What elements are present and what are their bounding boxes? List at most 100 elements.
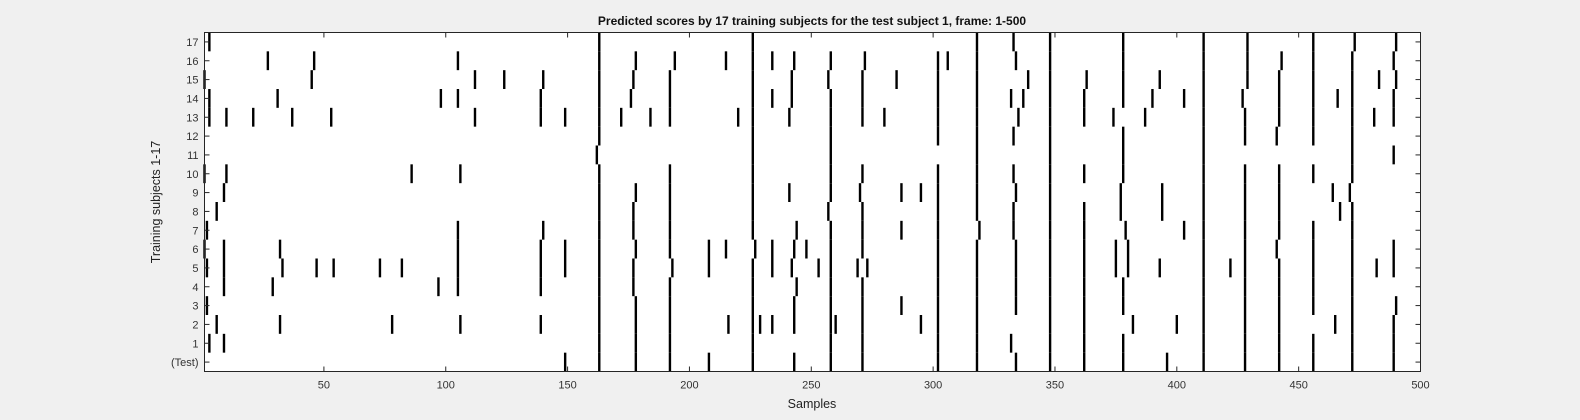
heatmap-cell [790,258,793,278]
heatmap-cell [456,220,460,240]
heatmap-cell [751,183,754,202]
heatmap-cell [1392,145,1395,165]
x-tick-label: 50 [318,380,330,392]
heatmap-cell [1277,183,1281,202]
heatmap-cell [1014,51,1018,71]
heatmap-cell [805,239,808,259]
heatmap-cell [1312,277,1315,297]
heatmap-cell [598,107,601,127]
y-tick-label: 9 [192,188,198,200]
heatmap-cell [629,89,633,108]
heatmap-cell [975,296,979,315]
heatmap-cell [1202,277,1205,297]
heatmap-cell [539,239,542,259]
heatmap-cell [459,164,462,184]
y-tick-label: 4 [192,282,198,294]
heatmap-cell [1243,333,1247,353]
heatmap-cell [1351,258,1354,278]
heatmap-cell [1351,107,1354,127]
heatmap-cell [456,89,460,108]
heatmap-cell [215,202,218,221]
heatmap-cell [668,277,672,297]
heatmap-cell [829,126,832,146]
heatmap-cell [668,333,672,353]
y-tick-label: 6 [192,244,198,256]
heatmap-cell [1351,126,1354,146]
heatmap-cell [1014,296,1018,315]
heatmap-cell [1275,239,1278,259]
heatmap-cell [225,164,228,184]
heatmap-cell [861,202,864,221]
x-tick-label: 500 [1411,380,1429,392]
heatmap-cell [1083,202,1086,221]
heatmap-cell [856,258,859,278]
heatmap-cell [793,51,796,71]
heatmap-cell [900,183,903,202]
heatmap-cell [829,258,832,278]
heatmap-cell [1394,296,1398,315]
heatmap-cell [632,220,635,240]
heatmap-cell [1048,89,1052,108]
heatmap-cell [1202,164,1205,184]
heatmap-cell [222,239,226,259]
heatmap-cell [1083,258,1086,278]
heatmap-cell [1312,89,1315,108]
heatmap-cell [330,107,333,127]
heatmap-cell [1119,183,1122,202]
heatmap-cell [1083,333,1086,353]
heatmap-cell [459,315,462,334]
heatmap-cell [829,352,832,372]
heatmap-cell [1083,277,1086,297]
heatmap-cell [861,70,864,89]
heatmap-cell [861,277,864,297]
heatmap-cell [751,70,754,89]
heatmap-cell [936,126,940,146]
heatmap-cell [1392,89,1395,108]
heatmap-cell [315,258,318,278]
x-tick-label: 200 [680,380,698,392]
heatmap-cell [312,51,316,71]
heatmap-cell [975,258,979,278]
heatmap-cell [668,296,672,315]
heatmap-cell [1048,239,1052,259]
y-tick-label: 13 [186,112,198,124]
heatmap-cell [1182,89,1186,108]
heatmap-cell [1114,239,1118,259]
heatmap-cell [1351,202,1354,221]
heatmap-cell [1009,89,1013,108]
heatmap-cell [503,70,506,89]
heatmap-cell [281,258,284,278]
heatmap-cell [829,164,832,184]
heatmap-cell [1277,89,1281,108]
heatmap-cell [1277,258,1281,278]
heatmap-cell [1243,164,1247,184]
heatmap-cell [936,89,940,108]
heatmap-cell [1351,333,1354,353]
heatmap-cell [1243,315,1247,334]
heatmap-cell [1083,352,1086,372]
x-axis-label: Samples [788,397,837,411]
heatmap-cell [829,296,832,315]
heatmap-cell [671,258,674,278]
y-tick-label: 12 [186,131,198,143]
heatmap-cell [1022,89,1025,108]
heatmap-cell [598,89,601,108]
heatmap-cell [1009,333,1013,353]
heatmap-cell [634,352,638,372]
heatmap-cell [936,164,940,184]
y-tick-label: 10 [186,169,198,181]
heatmap-cell [1165,352,1169,372]
heatmap-cell [278,315,282,334]
heatmap-cell [1083,315,1086,334]
heatmap-cell [632,277,635,297]
heatmap-cell [634,239,638,259]
heatmap-cell [1160,202,1164,221]
heatmap-cell [563,352,567,372]
x-tick-label: 250 [802,380,820,392]
heatmap-cell [649,107,652,127]
heatmap-cell [598,315,601,334]
heatmap-cell [793,315,796,334]
heatmap-cell [863,51,867,71]
heatmap-cell [1182,220,1186,240]
heatmap-cell [724,239,728,259]
